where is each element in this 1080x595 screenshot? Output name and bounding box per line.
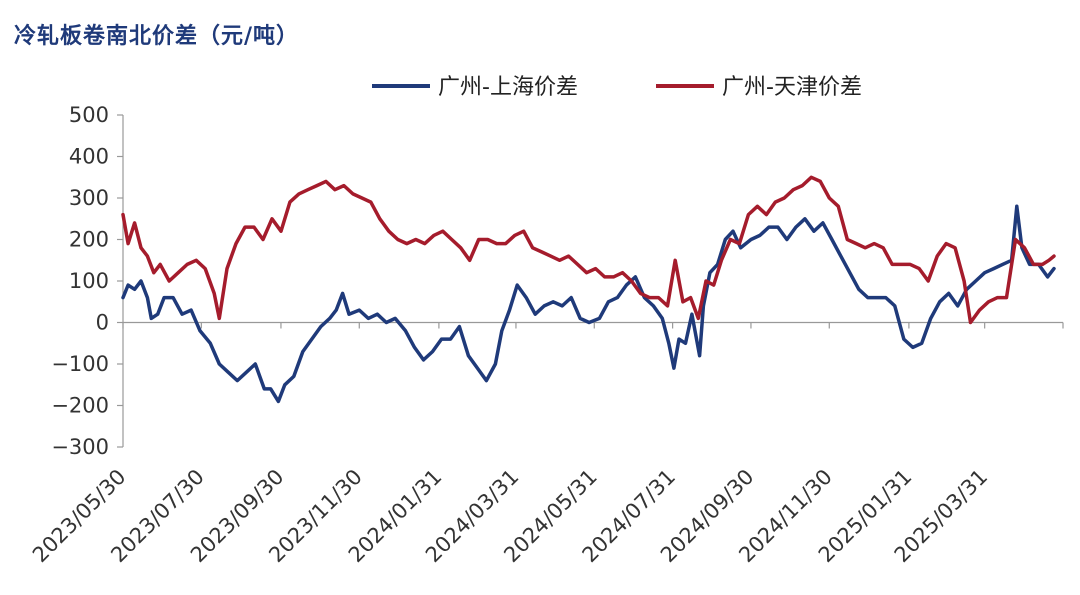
y-tick-label: −100 <box>51 352 109 376</box>
y-tick-label: 0 <box>96 311 109 335</box>
y-tick-label: 100 <box>69 269 109 293</box>
legend-label-2: 广州-天津价差 <box>722 75 862 100</box>
legend-label-1: 广州-上海价差 <box>438 75 578 100</box>
chart-title: 冷轧板卷南北价差（元/吨） <box>14 23 300 49</box>
y-tick-label: 400 <box>69 145 109 169</box>
series-line-2 <box>121 175 1056 325</box>
y-tick-label: 200 <box>69 228 109 252</box>
y-tick-label: −300 <box>51 435 109 459</box>
y-axis: 500 400 300 200 100 0 −100 −200 −300 <box>51 103 124 459</box>
series-layer <box>121 175 1056 404</box>
y-tick-label: −200 <box>51 394 109 418</box>
x-axis: 2023/05/302023/07/302023/09/302023/11/30… <box>28 321 1064 567</box>
series-line-1 <box>121 204 1056 404</box>
legend: 广州-上海价差 广州-天津价差 <box>372 75 862 100</box>
y-tick-label: 500 <box>69 103 109 127</box>
y-tick-label: 300 <box>69 186 109 210</box>
